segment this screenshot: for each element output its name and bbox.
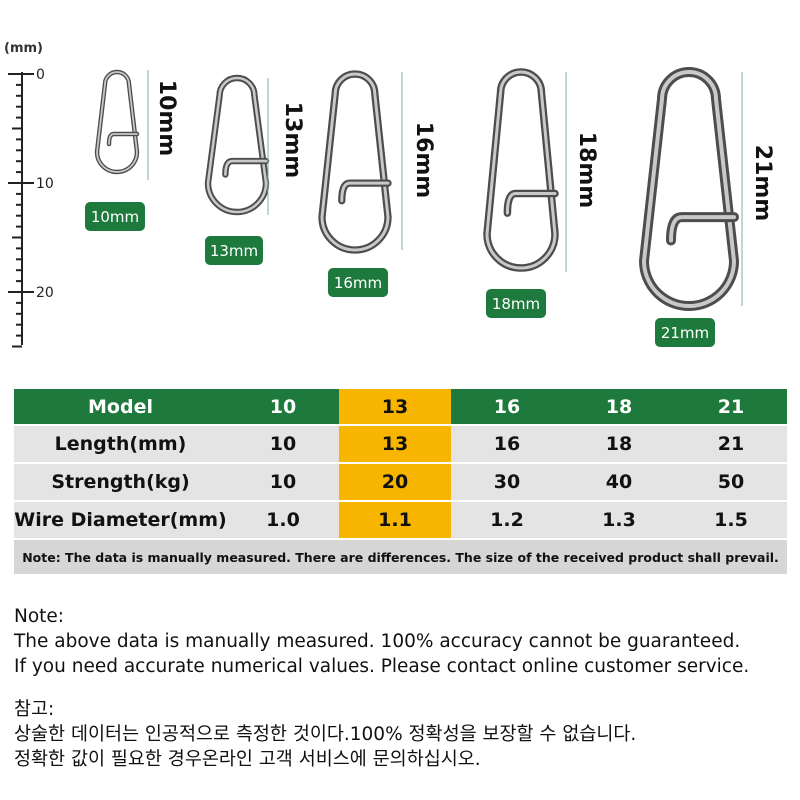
note-line: If you need accurate numerical values. P… (14, 656, 750, 677)
note-line: 정확한 값이 필요한 경우온라인 고객 서비스에 문의하십시오. (14, 749, 481, 770)
clip-hook-shine (108, 133, 138, 145)
clip-hook (666, 212, 739, 246)
table-note: Note: The data is manually measured. The… (14, 539, 787, 576)
table-note-row: Note: The data is manually measured. The… (14, 539, 787, 576)
spec-table: Model 10 13 16 18 21 Length(mm) 10 13 16 18 21 Stren… (14, 389, 787, 576)
notes-ko: 참고: 상술한 데이터는 인공적으로 측정한 것이다.100% 정확성을 보장할 … (14, 697, 636, 772)
table-cell: 16 (451, 389, 563, 426)
table-cell: 21 (675, 425, 787, 464)
notes-en: Note: The above data is manually measured… (14, 604, 749, 679)
clip-hook (338, 179, 392, 205)
size-label: 18mm (574, 132, 599, 208)
table-cell: 18 (563, 425, 675, 464)
table-row: Wire Diameter(mm) 1.0 1.1 1.2 1.3 1.5 (14, 501, 787, 540)
table-cell: Model (14, 389, 227, 426)
table-cell: 13 (339, 425, 451, 464)
note-title: 참고: (14, 699, 55, 720)
table-row: Strength(kg) 10 20 30 40 50 (14, 463, 787, 502)
table-cell: 16 (451, 425, 563, 464)
table-cell: 1.0 (227, 501, 339, 540)
size-label: 21mm (750, 145, 775, 221)
clip-loop-shine (485, 70, 557, 270)
badge (486, 289, 546, 318)
table-cell: 20 (339, 463, 451, 502)
badge (655, 318, 715, 347)
clip-loop (94, 69, 140, 175)
ruler-label: 10 (36, 176, 54, 192)
badge (85, 202, 145, 231)
clip-hook (503, 189, 559, 217)
table-cell: 10 (227, 463, 339, 502)
note-title: Note: (14, 606, 65, 627)
badge-label: 16mm (334, 274, 382, 292)
clip-loop-shine (96, 71, 138, 173)
ruler-label: 20 (36, 285, 54, 301)
badge-label: 18mm (492, 295, 540, 313)
table-cell: 10 (227, 425, 339, 464)
badge (328, 268, 388, 297)
clip-loop (638, 67, 740, 311)
table-cell: Wire Diameter(mm) (14, 501, 227, 540)
table-cell: 1.1 (339, 501, 451, 540)
clip-hook-shine (505, 192, 557, 215)
table-cell: Strength(kg) (14, 463, 227, 502)
table-cell: 30 (451, 463, 563, 502)
table-cell: 1.3 (563, 501, 675, 540)
clip-hook-shine (224, 159, 268, 176)
ruler-label: 0 (36, 67, 45, 83)
table-cell: 1.2 (451, 501, 563, 540)
product-art: (mm) 0 10 20 10mm 10mm 13mm 13mm 16mm 16mm 18mm 18… (4, 41, 775, 348)
table-row: Length(mm) 10 13 16 18 21 (14, 425, 787, 464)
badge-label: 10mm (91, 208, 139, 226)
table-cell: 50 (675, 463, 787, 502)
ruler-unit: (mm) (4, 41, 43, 56)
clip-hook (222, 157, 270, 178)
size-label: 10mm (154, 80, 179, 156)
badge-label: 13mm (210, 242, 258, 260)
badge (205, 236, 263, 265)
badge-label: 21mm (661, 324, 709, 342)
table-cell: 40 (563, 463, 675, 502)
table-row: Model 10 13 16 18 21 (14, 389, 787, 426)
table-cell: 1.5 (675, 501, 787, 540)
note-line: 상술한 데이터는 인공적으로 측정한 것이다.100% 정확성을 보장할 수 없… (14, 724, 637, 745)
clip-hook (106, 131, 140, 147)
clip-loop-shine (206, 76, 268, 214)
table-cell: 13 (339, 389, 451, 426)
table-cell: 18 (563, 389, 675, 426)
note-line: The above data is manually measured. 100… (14, 631, 741, 652)
clip-loop (318, 70, 392, 254)
clip-loop (483, 68, 559, 272)
clip-loop (204, 74, 270, 216)
size-label: 16mm (411, 122, 436, 198)
clip-loop-shine (641, 70, 737, 308)
clip-loop-shine (320, 72, 390, 252)
clip-hook-shine (340, 181, 390, 203)
table-cell: Length(mm) (14, 425, 227, 464)
clip-hook-shine (669, 215, 736, 243)
table-cell: 21 (675, 389, 787, 426)
size-label: 13mm (280, 102, 305, 178)
table-cell: 10 (227, 389, 339, 426)
